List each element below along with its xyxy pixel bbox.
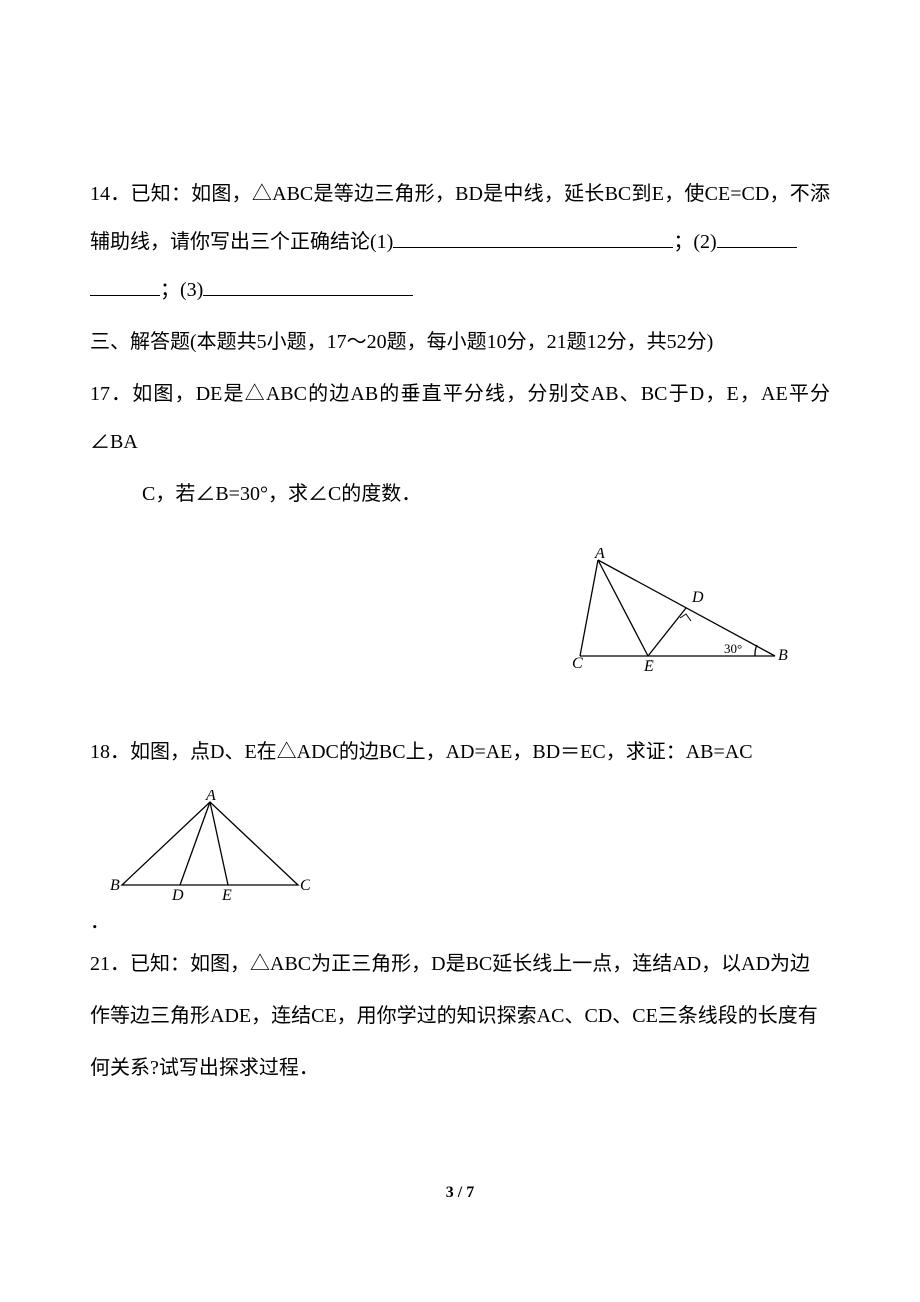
tick-E: .. <box>648 653 653 663</box>
q14-text: 14．已知：如图，△ABC是等边三角形，BD是中线，延长BC到E，使CE=CD，… <box>90 170 830 314</box>
blank-2a <box>717 247 797 248</box>
label-C: C <box>572 655 583 672</box>
q21-l2: 作等边三角形ADE，连结CE，用你学过的知识探索AC、CD、CE三条线段的长度有 <box>90 992 830 1040</box>
label-B: B <box>778 647 788 664</box>
q17-line1: 17．如图，DE是△ABC的边AB的垂直平分线，分别交AB、BC于D，E，AE平… <box>90 370 830 466</box>
label-B: B <box>110 877 120 894</box>
q17-line2: C，若∠B=30°，求∠C的度数． <box>90 470 830 518</box>
figure-18-wrap: ． A B D E C <box>90 780 830 940</box>
q18-text: 18．如图，点D、E在△ADC的边BC上，AD=AE，BD＝EC，求证：AB=A… <box>90 728 830 776</box>
label-C: C <box>300 877 310 894</box>
label-D: D <box>691 589 704 606</box>
page-number: 3 / 7 <box>0 1174 920 1212</box>
q14-mid2: ；(3) <box>160 279 203 301</box>
leading-dot: ． <box>90 898 110 946</box>
label-angle: 30° <box>724 641 742 656</box>
blank-1 <box>393 247 673 248</box>
section-header: 三、解答题(本题共5小题，17～20题，每小题10分，21题12分，共52分) <box>90 318 830 366</box>
figure-18: A B D E C <box>110 790 310 900</box>
label-A: A <box>205 790 216 804</box>
q14-prefix: 14．已知：如图，△ABC是等边三角形，BD是中线，延长BC到E，使CE=CD，… <box>90 183 830 253</box>
label-D: D <box>171 887 184 900</box>
q21-l1: 21．已知：如图，△ABC为正三角形，D是BC延长线上一点，连结AD，以AD为边 <box>90 940 830 988</box>
label-A: A <box>594 548 605 562</box>
q14-mid1: ；(2) <box>673 231 716 253</box>
blank-2b <box>90 295 160 296</box>
label-E: E <box>221 887 232 900</box>
blank-3 <box>203 295 413 296</box>
q21-l3: 何关系?试写出探求过程． <box>90 1044 830 1092</box>
figure-17: A C E .. D 30° B <box>570 548 790 678</box>
